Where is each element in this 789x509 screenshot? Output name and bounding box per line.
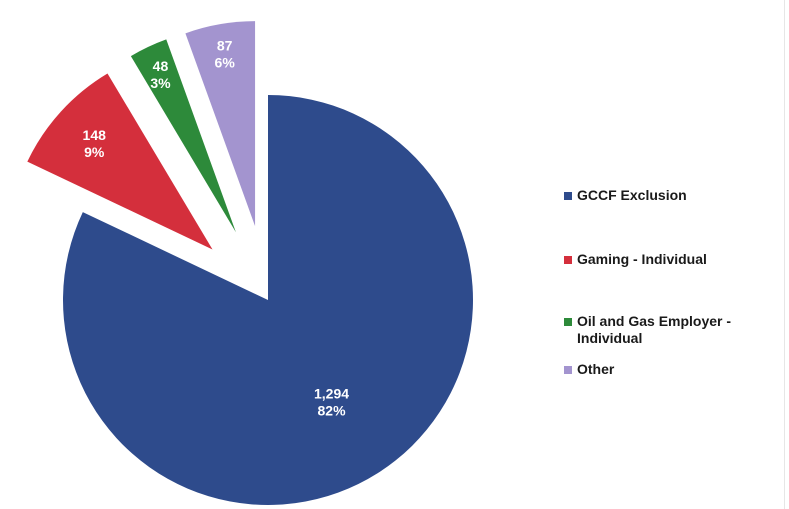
data-label-value: 1,294 bbox=[314, 385, 349, 401]
legend-swatch bbox=[564, 256, 572, 264]
legend-label: Gaming - Individual bbox=[577, 251, 707, 267]
data-label-value: 87 bbox=[217, 37, 233, 53]
data-label-percent: 3% bbox=[150, 75, 171, 91]
data-label-percent: 6% bbox=[215, 54, 236, 70]
legend-swatch bbox=[564, 192, 572, 200]
legend-label: Oil and Gas Employer - Individual bbox=[577, 313, 731, 346]
legend-swatch bbox=[564, 318, 572, 326]
data-label-percent: 82% bbox=[318, 402, 347, 418]
legend: GCCF Exclusion Gaming - Individual Oil a… bbox=[564, 187, 784, 378]
data-label-percent: 9% bbox=[84, 144, 105, 160]
data-label-value: 148 bbox=[83, 127, 107, 143]
legend-item-gaming-individual: Gaming - Individual bbox=[564, 251, 784, 268]
legend-swatch bbox=[564, 366, 572, 374]
frame-edge bbox=[784, 0, 785, 509]
legend-item-other: Other bbox=[564, 361, 784, 378]
data-label-value: 48 bbox=[153, 58, 169, 74]
legend-item-gccf-exclusion: GCCF Exclusion bbox=[564, 187, 784, 204]
legend-label: GCCF Exclusion bbox=[577, 187, 687, 203]
legend-item-oil-and-gas: Oil and Gas Employer - Individual bbox=[564, 313, 784, 347]
legend-label: Other bbox=[577, 361, 614, 377]
